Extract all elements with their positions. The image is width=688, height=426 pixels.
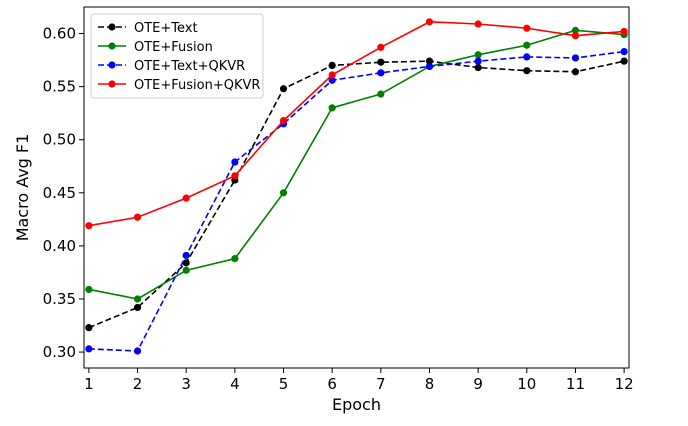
data-point — [328, 71, 336, 79]
legend-label: OTE+Text — [134, 21, 198, 36]
data-point — [620, 27, 628, 36]
x-tick-label: 3 — [181, 375, 191, 393]
y-tick-label: 0.60 — [43, 25, 76, 43]
legend-swatch-marker — [108, 80, 116, 88]
data-point — [231, 255, 239, 263]
data-point — [620, 57, 628, 65]
x-tick-label: 5 — [279, 375, 289, 393]
x-tick-label: 2 — [133, 375, 143, 393]
series-2 — [85, 47, 628, 355]
plot-frame — [83, 6, 630, 369]
legend-label: OTE+Fusion — [134, 40, 213, 55]
data-point — [474, 57, 482, 65]
x-tick-label: 7 — [376, 375, 386, 393]
data-point — [133, 295, 142, 303]
data-point — [425, 57, 434, 65]
data-point — [474, 51, 482, 59]
x-tick-label: 11 — [566, 375, 585, 393]
data-point — [474, 20, 482, 28]
data-point — [571, 26, 580, 34]
x-tick-label: 9 — [473, 375, 483, 393]
data-point — [85, 285, 93, 294]
x-tick-label: 4 — [230, 375, 240, 393]
legend-swatch-marker — [108, 23, 116, 31]
series-line — [88, 29, 625, 300]
data-point — [620, 47, 628, 56]
y-axis-label: Macro Avg F1 — [13, 134, 32, 242]
data-point — [231, 172, 239, 180]
data-point — [182, 266, 190, 274]
legend-label: OTE+Fusion+QKVR — [134, 78, 260, 93]
x-tick-label: 12 — [615, 375, 634, 393]
legend: OTE+Text OTE+Fusion OTE+Text+QKVR OTE+Fusio… — [90, 13, 264, 99]
data-point — [523, 41, 531, 49]
data-point — [474, 63, 482, 72]
y-tick-label: 0.45 — [43, 184, 76, 202]
legend-item: OTE+Fusion — [98, 40, 213, 55]
y-tick-label: 0.40 — [43, 237, 76, 255]
data-point — [279, 117, 288, 125]
x-axis-label: Epoch — [332, 395, 381, 414]
series-3 — [85, 18, 628, 230]
data-point — [328, 104, 336, 112]
data-point — [523, 24, 531, 32]
data-point — [377, 69, 385, 77]
data-point — [182, 251, 190, 260]
data-point — [85, 345, 93, 353]
legend-swatch-marker — [108, 42, 116, 50]
x-tick-label: 6 — [327, 375, 337, 393]
data-point — [571, 68, 580, 76]
data-point — [328, 76, 336, 84]
series-line — [88, 50, 625, 352]
data-point — [425, 18, 434, 26]
data-point — [85, 324, 93, 332]
data-point — [328, 61, 336, 69]
x-tick-label: 8 — [425, 375, 435, 393]
data-point — [377, 90, 385, 98]
series-line — [88, 60, 625, 329]
legend-item: OTE+Text+QKVR — [98, 59, 245, 74]
legend-box — [90, 13, 264, 99]
data-point — [182, 194, 190, 202]
y-tick-label: 0.55 — [43, 78, 76, 96]
legend-label: OTE+Text+QKVR — [134, 59, 245, 74]
legend-item: OTE+Fusion+QKVR — [98, 78, 260, 93]
data-point — [425, 62, 434, 71]
data-point — [571, 32, 580, 40]
data-point — [523, 67, 531, 75]
legend-swatch-marker — [108, 61, 116, 69]
legend-item: OTE+Text — [98, 21, 198, 36]
series-line — [88, 21, 625, 227]
y-tick-label: 0.30 — [43, 343, 76, 361]
series-1 — [85, 26, 628, 303]
data-point — [133, 213, 142, 221]
data-point — [279, 189, 288, 197]
data-point — [523, 53, 531, 61]
data-point — [133, 303, 142, 312]
data-point — [377, 58, 385, 66]
y-tick-label: 0.50 — [43, 131, 76, 149]
x-tick-label: 10 — [517, 375, 536, 393]
series-0 — [85, 57, 628, 332]
data-point — [182, 259, 190, 267]
data-point — [377, 43, 385, 51]
data-point — [571, 54, 580, 62]
data-point — [279, 85, 288, 93]
data-point — [133, 347, 142, 355]
x-tick-label: 1 — [84, 375, 94, 393]
data-point — [231, 158, 239, 166]
data-point — [85, 222, 93, 230]
y-tick-label: 0.35 — [43, 290, 76, 308]
